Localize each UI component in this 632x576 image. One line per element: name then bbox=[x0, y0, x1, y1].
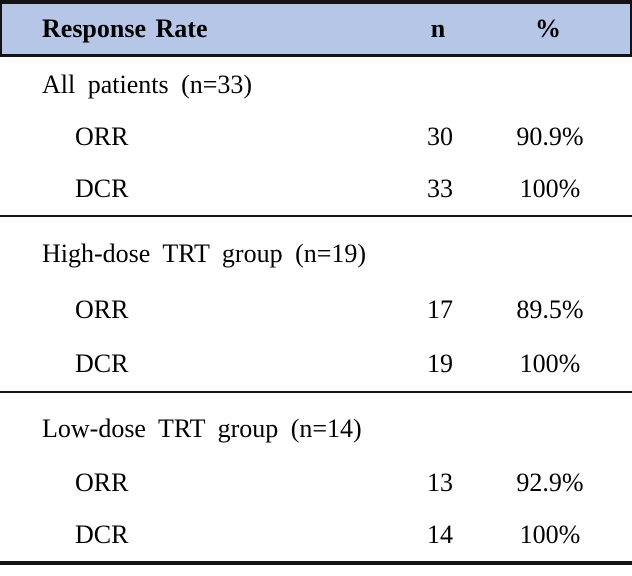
row-label: DCR bbox=[75, 174, 129, 203]
section-label: Low-dose TRT group (n=14) bbox=[42, 414, 362, 443]
section-high-dose-trt: High-dose TRT group (n=19) ORR 17 89.5% … bbox=[0, 217, 632, 393]
table-row: DCR 14 100% bbox=[0, 509, 632, 561]
cell-pct: 92.9% bbox=[516, 468, 584, 497]
table-row: ORR 13 92.9% bbox=[0, 457, 632, 509]
section-label: All patients (n=33) bbox=[42, 70, 253, 99]
section-label: High-dose TRT group (n=19) bbox=[42, 239, 367, 268]
table-row: DCR 19 100% bbox=[0, 337, 632, 391]
cell-n: 13 bbox=[427, 468, 453, 497]
header-n: n bbox=[430, 14, 446, 43]
cell-pct: 100% bbox=[519, 349, 581, 378]
table-row: ORR 30 90.9% bbox=[0, 111, 632, 163]
cell-n: 17 bbox=[427, 295, 453, 324]
table-header-row: Response Rate n % bbox=[0, 0, 632, 57]
header-percent: % bbox=[535, 14, 561, 43]
row-label: ORR bbox=[75, 468, 129, 497]
section-all-patients: All patients (n=33) ORR 30 90.9% DCR 33 … bbox=[0, 57, 632, 217]
cell-pct: 89.5% bbox=[516, 295, 584, 324]
row-label: DCR bbox=[75, 520, 129, 549]
row-label: DCR bbox=[75, 349, 129, 378]
cell-n: 33 bbox=[427, 174, 453, 203]
section-label-row: Low-dose TRT group (n=14) bbox=[0, 401, 632, 457]
cell-n: 19 bbox=[427, 349, 453, 378]
table-row: DCR 33 100% bbox=[0, 163, 632, 215]
cell-n: 14 bbox=[427, 520, 453, 549]
table-row: ORR 17 89.5% bbox=[0, 283, 632, 337]
cell-pct: 100% bbox=[519, 174, 581, 203]
cell-pct: 100% bbox=[519, 520, 581, 549]
row-label: ORR bbox=[75, 122, 129, 151]
section-label-row: All patients (n=33) bbox=[0, 59, 632, 111]
header-response-rate: Response Rate bbox=[42, 14, 208, 43]
row-label: ORR bbox=[75, 295, 129, 324]
section-low-dose-trt: Low-dose TRT group (n=14) ORR 13 92.9% D… bbox=[0, 393, 632, 565]
cell-n: 30 bbox=[427, 122, 453, 151]
section-label-row: High-dose TRT group (n=19) bbox=[0, 225, 632, 283]
cell-pct: 90.9% bbox=[516, 122, 584, 151]
